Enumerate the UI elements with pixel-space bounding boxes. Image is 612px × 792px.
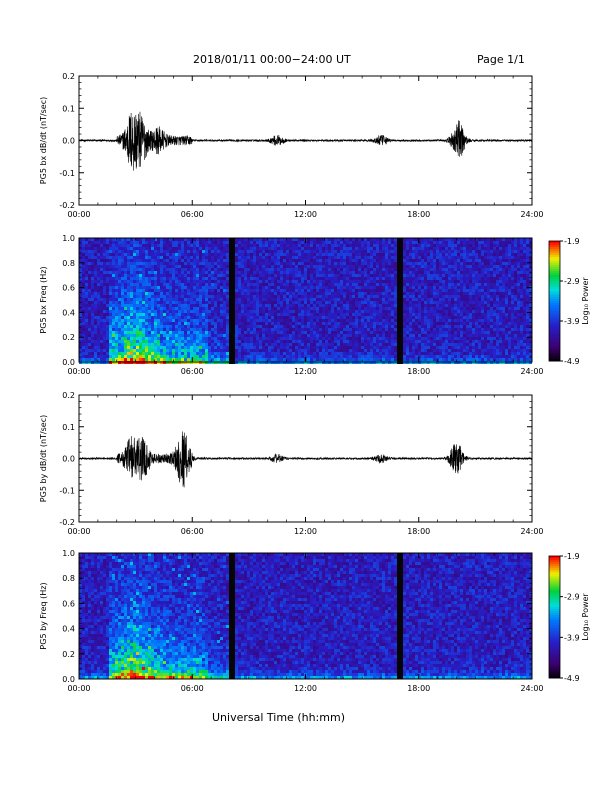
y-tick-label: 0.1 bbox=[62, 423, 75, 432]
colorbar-tick-label: -4.9 bbox=[564, 357, 580, 366]
colorbar-label: Log₁₀ Power bbox=[581, 277, 590, 325]
x-tick-label: 00:00 bbox=[67, 684, 90, 693]
series-line bbox=[78, 431, 533, 488]
x-tick-label: 24:00 bbox=[520, 367, 543, 376]
y-tick-label: 1.0 bbox=[62, 549, 75, 558]
x-tick-label: 18:00 bbox=[407, 684, 430, 693]
panel-bx-spectrogram: 00:00 06:00 12:00 18:00 24:00 1.0 0.8 0.6 0.4 0.2… bbox=[39, 234, 544, 376]
y-tick-label: -0.2 bbox=[59, 518, 75, 527]
panel-by-spectrogram: 00:00 06:00 12:00 18:00 24:00 1.0 0.8 0.6 0.4 0.2… bbox=[39, 549, 544, 693]
y-tick-label: 0.4 bbox=[62, 308, 75, 317]
x-axis-label: Universal Time (hh:mm) bbox=[212, 711, 345, 724]
colorbar-label: Log₁₀ Power bbox=[581, 593, 590, 641]
x-tick-label: 06:00 bbox=[181, 367, 204, 376]
colorbar-gradient bbox=[549, 241, 560, 362]
colorbar-tick-label: -3.9 bbox=[564, 317, 580, 326]
panel-by-dbdt: 00:00 06:00 12:00 18:00 24:00 0.2 0.1 0.0 -0.1 -0… bbox=[39, 391, 544, 536]
x-tick-label: 12:00 bbox=[294, 684, 317, 693]
y-tick-label: 0.0 bbox=[62, 675, 75, 684]
x-tick-label: 24:00 bbox=[520, 527, 543, 536]
y-tick-label: 0.6 bbox=[62, 599, 75, 608]
y-tick-label: 0.1 bbox=[62, 104, 75, 113]
x-tick-label: 12:00 bbox=[294, 210, 317, 219]
x-tick-label: 06:00 bbox=[181, 527, 204, 536]
spectrogram-cells bbox=[79, 238, 532, 364]
y-tick-label: -0.1 bbox=[59, 169, 75, 178]
y-tick-label: 0.0 bbox=[62, 455, 75, 464]
y-tick-label: 1.0 bbox=[62, 234, 75, 243]
colorbar-tick-label: -2.9 bbox=[564, 277, 580, 286]
colorbar-frame bbox=[548, 240, 561, 362]
y-tick-label: 0.8 bbox=[62, 259, 75, 268]
colorbar-tick-label: -3.9 bbox=[564, 633, 580, 642]
x-tick-label: 18:00 bbox=[407, 367, 430, 376]
y-tick-label: 0.8 bbox=[62, 574, 75, 583]
y-axis-label: PG5 bx dB/dt (nT/sec) bbox=[39, 97, 48, 184]
colorbar-tick-label: -2.9 bbox=[564, 593, 580, 602]
y-tick-label: 0.0 bbox=[62, 358, 75, 367]
series-line bbox=[78, 111, 533, 171]
y-tick-label: 0.0 bbox=[62, 137, 75, 146]
x-tick-label: 00:00 bbox=[67, 527, 90, 536]
page-number: Page 1/1 bbox=[477, 53, 525, 66]
x-tick-label: 18:00 bbox=[407, 527, 430, 536]
page-title: 2018/01/11 00:00−24:00 UT bbox=[193, 53, 351, 66]
colorbar-frame bbox=[548, 555, 561, 679]
y-axis-label: PG5 bx Freq (Hz) bbox=[39, 266, 48, 333]
y-tick-label: 0.2 bbox=[62, 391, 75, 400]
page-header: 2018/01/11 00:00−24:00 UT Page 1/1 bbox=[0, 0, 612, 80]
colorbar-gradient bbox=[549, 556, 560, 679]
x-tick-label: 00:00 bbox=[67, 210, 90, 219]
x-tick-label: 24:00 bbox=[520, 210, 543, 219]
x-tick-label: 06:00 bbox=[181, 210, 204, 219]
y-tick-label: 0.6 bbox=[62, 284, 75, 293]
y-tick-label: -0.1 bbox=[59, 486, 75, 495]
colorbar-tick-label: -4.9 bbox=[564, 674, 580, 683]
x-tick-label: 24:00 bbox=[520, 684, 543, 693]
colorbar-tick-label: -1.9 bbox=[564, 552, 580, 561]
x-tick-label: 12:00 bbox=[294, 527, 317, 536]
y-tick-label: 0.2 bbox=[62, 333, 75, 342]
panel-bx-dbdt: 00:00 06:00 12:00 18:00 24:00 0.2 0.1 0.0 -0.1 -0… bbox=[39, 72, 544, 219]
x-tick-label: 12:00 bbox=[294, 367, 317, 376]
y-tick-label: 0.2 bbox=[62, 72, 75, 81]
x-tick-label: 18:00 bbox=[407, 210, 430, 219]
y-tick-label: -0.2 bbox=[59, 201, 75, 210]
y-axis-label: PG5 by Freq (Hz) bbox=[39, 582, 48, 649]
y-tick-label: 0.4 bbox=[62, 625, 75, 634]
x-tick-label: 00:00 bbox=[67, 367, 90, 376]
colorbar-bottom: -1.9 -2.9 -3.9 -4.9 Log₁₀ Power bbox=[548, 552, 590, 683]
x-tick-label: 06:00 bbox=[181, 684, 204, 693]
colorbar-top: -1.9 -2.9 -3.9 -4.9 Log₁₀ Power bbox=[548, 237, 590, 366]
colorbar-tick-label: -1.9 bbox=[564, 237, 580, 246]
spectrogram-cells bbox=[79, 553, 532, 679]
y-axis-label: PG5 by dB/dt (nT/sec) bbox=[39, 415, 48, 502]
y-tick-label: 0.2 bbox=[62, 650, 75, 659]
